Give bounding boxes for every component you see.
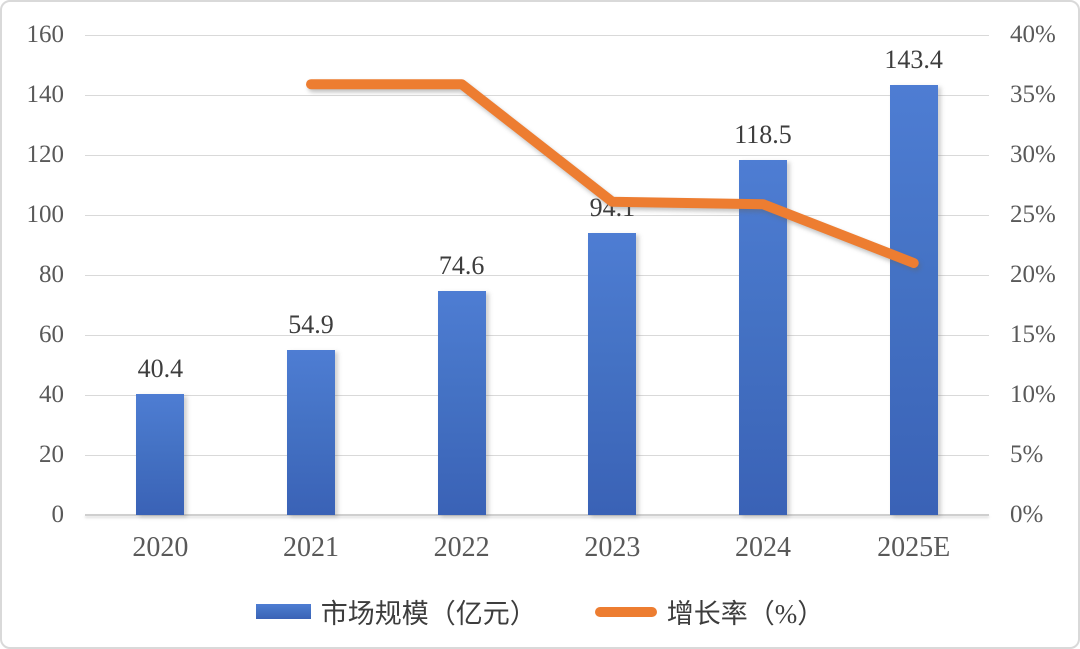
bar xyxy=(739,159,787,515)
x-axis-tick-label: 2020 xyxy=(132,532,189,563)
right-axis-tick-label: 40% xyxy=(1010,21,1056,48)
legend-item-market-size: 市场规模（亿元） xyxy=(255,592,537,631)
x-axis-tick-label: 2023 xyxy=(584,532,641,563)
bar-value-label: 118.5 xyxy=(734,119,792,149)
left-axis-tick-label: 160 xyxy=(26,21,65,48)
right-axis-tick-label: 25% xyxy=(1010,201,1056,228)
gridline xyxy=(85,94,989,96)
right-axis-tick-label: 10% xyxy=(1010,381,1056,408)
legend-line-label: 增长率（%） xyxy=(666,599,825,629)
x-axis-tick-label: 2024 xyxy=(735,532,791,563)
bar-value-label: 40.4 xyxy=(137,353,184,383)
legend-line-swatch xyxy=(594,606,657,617)
bar xyxy=(588,232,637,515)
bar-value-label: 143.4 xyxy=(884,44,943,74)
gridline xyxy=(85,454,989,456)
right-axis-tick-label: 5% xyxy=(1010,441,1044,468)
left-axis-tick-label: 80 xyxy=(39,261,64,288)
legend-bar-swatch xyxy=(255,604,311,619)
right-axis-tick-label: 20% xyxy=(1010,261,1056,288)
gridline xyxy=(85,394,989,396)
gridline xyxy=(85,274,989,276)
bar xyxy=(287,350,335,515)
right-axis-tick-label: 30% xyxy=(1010,141,1056,168)
x-axis-tick-label: 2021 xyxy=(283,532,339,563)
right-axis-tick-label: 0% xyxy=(1010,501,1044,528)
gridline xyxy=(85,334,989,336)
right-axis-tick-label: 35% xyxy=(1010,81,1056,108)
bar-value-label: 94.1 xyxy=(589,192,636,222)
legend: 市场规模（亿元） 增长率（%） xyxy=(2,592,1078,631)
left-axis-tick-label: 0 xyxy=(51,501,65,528)
bar-value-label: 54.9 xyxy=(288,310,334,340)
left-axis-tick-label: 20 xyxy=(39,441,64,468)
x-axis-tick-label: 2022 xyxy=(433,532,490,563)
bar xyxy=(889,84,938,515)
bar xyxy=(437,291,486,515)
gridline xyxy=(85,214,989,216)
legend-item-growth-rate: 增长率（%） xyxy=(594,592,825,631)
left-axis-tick-label: 140 xyxy=(26,81,65,108)
bar-value-label: 74.6 xyxy=(438,251,485,281)
gridline xyxy=(85,34,989,36)
left-axis-tick-label: 100 xyxy=(26,201,65,228)
left-axis-tick-label: 60 xyxy=(39,321,64,348)
x-axis-tick-label: 2025E xyxy=(877,532,951,563)
legend-bar-label: 市场规模（亿元） xyxy=(320,599,537,629)
left-axis-tick-label: 40 xyxy=(39,381,64,408)
right-axis-tick-label: 15% xyxy=(1010,321,1056,348)
bar xyxy=(136,393,185,515)
left-axis-tick-label: 120 xyxy=(26,141,65,168)
gridline xyxy=(85,154,989,156)
x-axis-line xyxy=(85,514,989,516)
